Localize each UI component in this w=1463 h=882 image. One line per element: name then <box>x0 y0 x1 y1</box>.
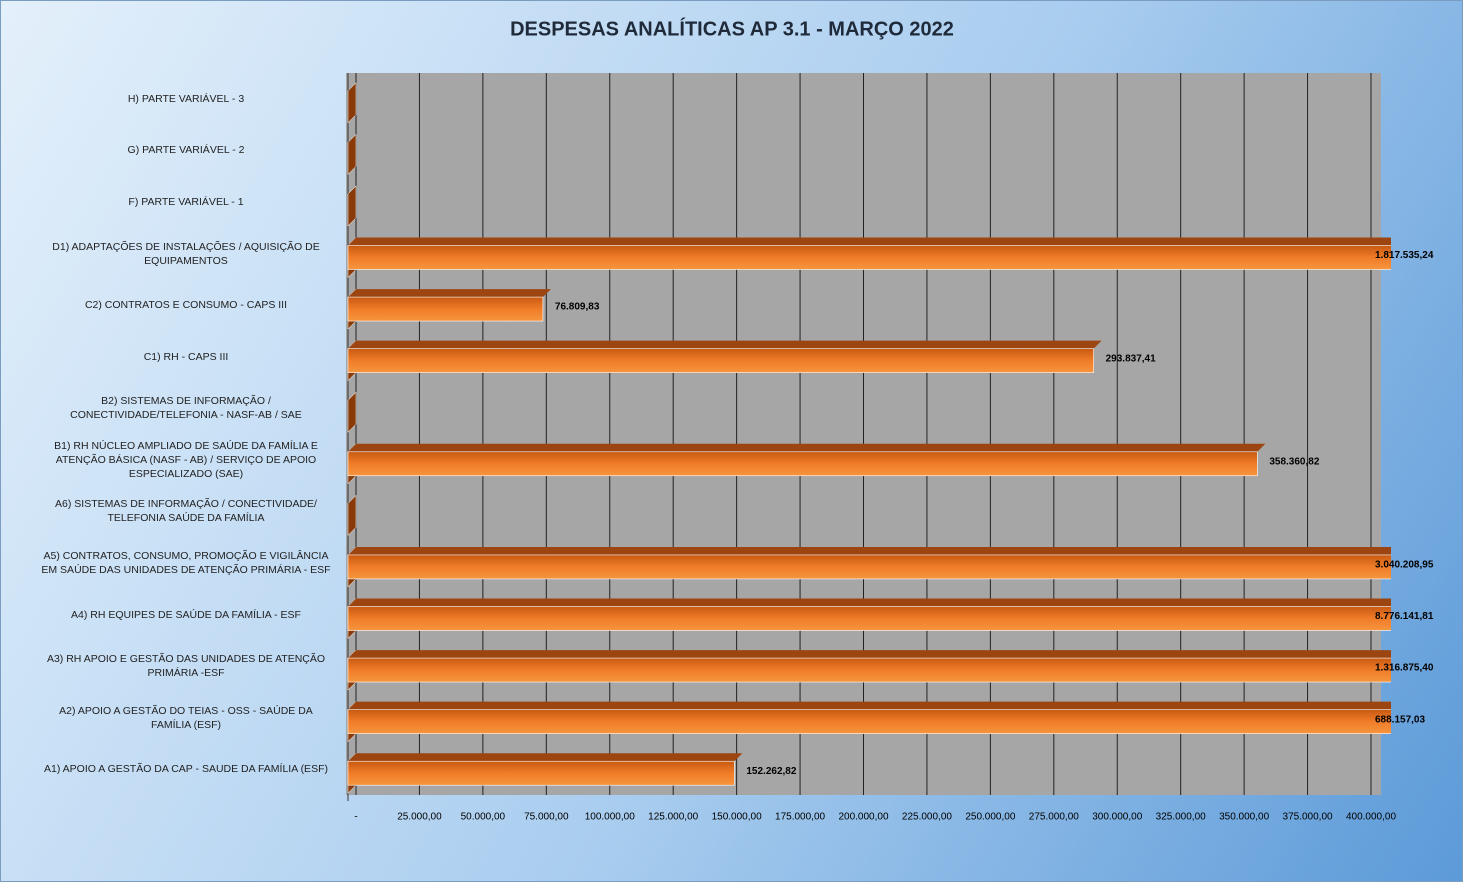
bar-top <box>348 650 1391 659</box>
y-tick-label: A1) APOIO A GESTÃO DA CAP - SAUDE DA FAM… <box>44 763 328 776</box>
value-label: 688.157,03 <box>1375 714 1425 725</box>
y-tick-label: D1) ADAPTAÇÕES DE INSTALAÇÕES / AQUISIÇÃ… <box>52 240 320 267</box>
y-tick-label: A5) CONTRATOS, CONSUMO, PROMOÇÃO E VIGIL… <box>41 549 331 576</box>
x-tick-label: 400.000,00 <box>1346 812 1396 823</box>
bar-side <box>347 185 357 227</box>
x-tick-label: 100.000,00 <box>585 812 635 823</box>
value-label: 1.316.875,40 <box>1375 663 1434 674</box>
x-tick-label: 300.000,00 <box>1092 812 1142 823</box>
x-tick-label: 25.000,00 <box>397 812 442 823</box>
y-tick-label: A6) SISTEMAS DE INFORMAÇÃO / CONECTIVIDA… <box>55 498 317 525</box>
x-tick-label: 225.000,00 <box>902 812 952 823</box>
x-tick-label: 325.000,00 <box>1156 812 1206 823</box>
y-tick-label: G) PARTE VARIÁVEL - 2 <box>127 144 245 157</box>
x-tick-label: 150.000,00 <box>712 812 762 823</box>
y-tick-label: H) PARTE VARIÁVEL - 3 <box>127 92 245 105</box>
value-label: 3.040.208,95 <box>1375 560 1434 571</box>
x-tick-label: 175.000,00 <box>775 812 825 823</box>
bar <box>347 657 1391 683</box>
x-tick-label: 350.000,00 <box>1219 812 1269 823</box>
bar-top <box>348 289 551 298</box>
bar-top <box>348 443 1266 452</box>
x-tick-label: 125.000,00 <box>648 812 698 823</box>
bar-top <box>348 546 1391 555</box>
bar <box>347 296 544 322</box>
bar-side <box>347 133 357 175</box>
bar <box>347 348 1094 373</box>
x-tick-label: 75.000,00 <box>524 812 569 823</box>
bar-side <box>347 494 357 536</box>
bar-top <box>348 237 1391 246</box>
x-tick-label: 275.000,00 <box>1029 812 1079 823</box>
bar <box>347 709 1391 734</box>
y-tick-label: C1) RH - CAPS III <box>143 350 229 363</box>
y-tick-label: B2) SISTEMAS DE INFORMAÇÃO / CONECTIVIDA… <box>70 395 302 422</box>
bar-top <box>348 340 1102 349</box>
x-tick-label: 50.000,00 <box>461 812 506 823</box>
x-tick-label: 375.000,00 <box>1283 812 1333 823</box>
value-label: 358.360,82 <box>1269 456 1319 467</box>
value-label: 293.837,41 <box>1106 353 1156 364</box>
x-tick-label: 200.000,00 <box>838 812 888 823</box>
bar-side <box>347 391 357 433</box>
bar-side <box>347 82 357 124</box>
bar <box>347 606 1391 631</box>
bar-top <box>348 701 1391 710</box>
bar <box>347 451 1258 477</box>
value-label: 1.817.535,24 <box>1375 250 1434 261</box>
y-tick-label: F) PARTE VARIÁVEL - 1 <box>128 195 244 208</box>
value-label: 8.776.141,81 <box>1375 611 1434 622</box>
bar <box>347 760 735 786</box>
x-tick-label: - <box>354 812 357 823</box>
y-tick-label: A3) RH APOIO E GESTÃO DAS UNIDADES DE AT… <box>46 653 326 680</box>
bar-top <box>348 598 1391 607</box>
chart-title: DESPESAS ANALÍTICAS AP 3.1 - MARÇO 2022 <box>510 17 954 40</box>
bar <box>347 554 1391 580</box>
value-label: 152.262,82 <box>746 766 796 777</box>
bar-top <box>348 753 743 762</box>
y-tick-label: B1) RH NÚCLEO AMPLIADO DE SAÚDE DA FAMÍL… <box>54 439 318 480</box>
y-tick-label: A2) APOIO A GESTÃO DO TEIAS - OSS - SAÚD… <box>59 704 313 731</box>
value-label: 76.809,83 <box>555 302 600 313</box>
y-tick-label: C2) CONTRATOS E CONSUMO - CAPS III <box>84 299 288 312</box>
bar <box>347 245 1391 270</box>
x-tick-label: 250.000,00 <box>965 812 1015 823</box>
y-tick-label: A4) RH EQUIPES DE SAÚDE DA FAMÍLIA - ESF <box>71 608 301 621</box>
